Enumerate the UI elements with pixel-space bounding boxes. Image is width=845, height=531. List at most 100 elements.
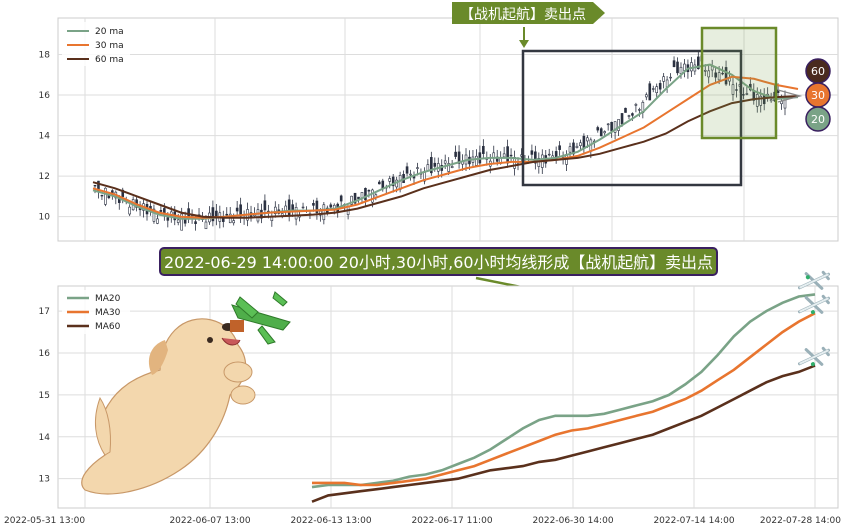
candle-body — [582, 135, 586, 149]
candle-body — [475, 155, 478, 166]
signal-annotation: 【战机起航】卖出点 — [452, 2, 605, 48]
candle-body — [381, 180, 385, 189]
candle-body — [93, 184, 97, 187]
candle-body — [457, 151, 461, 164]
bottom-y-tick-label: 17 — [39, 307, 50, 317]
candle-body — [353, 192, 357, 204]
candle-body — [679, 66, 683, 74]
candle-body — [378, 181, 381, 185]
signal-banner-text: 2022-06-29 14:00:00 20小时,30小时,60小时均线形成【战… — [164, 253, 713, 272]
candle-body — [232, 220, 235, 224]
candle-body — [683, 63, 686, 71]
candle-body — [156, 218, 159, 224]
signal-annotation-label: 【战机起航】卖出点 — [460, 7, 586, 23]
bottom-x-tick-label: 2022-07-28 14:00 — [760, 516, 841, 526]
candle-body — [391, 176, 395, 187]
airplane-icon-middle — [797, 294, 831, 315]
candle-body — [669, 76, 672, 79]
bottom-x-ticks: 2022-05-31 13:00 2022-06-07 13:00 2022-06-… — [4, 516, 841, 526]
candle-body — [443, 160, 447, 164]
candle-body — [454, 151, 457, 157]
candle-body — [256, 209, 260, 222]
candle-body — [648, 83, 652, 101]
candle-body — [291, 204, 294, 211]
candle-body — [586, 137, 589, 142]
candle-body — [159, 209, 163, 212]
candle-body — [152, 208, 156, 222]
badge-20 — [805, 106, 831, 132]
candle-body — [322, 204, 326, 221]
candle-body — [398, 175, 402, 190]
legend-item-ma30: MA30 — [95, 308, 121, 318]
candle-body — [426, 164, 430, 171]
candle-body — [166, 217, 170, 221]
candle-body — [405, 166, 409, 174]
candle-body — [599, 128, 603, 137]
candle-body — [606, 123, 610, 126]
candle-body — [547, 153, 551, 156]
candle-body — [631, 113, 634, 116]
candle-body — [534, 151, 537, 164]
top-y-ticks: 10 12 14 16 18 — [39, 50, 51, 222]
candle-body — [672, 60, 676, 68]
top-y-tick-label: 10 — [39, 213, 51, 223]
candle-body — [714, 72, 717, 78]
candle-body — [697, 56, 700, 70]
airplane-icon-top — [797, 270, 831, 290]
top-y-tick-label: 14 — [39, 132, 51, 142]
ma-badges: 60 30 20 — [777, 58, 831, 132]
candle-body — [204, 221, 208, 230]
zoom-box — [521, 49, 743, 187]
bottom-y-tick-label: 16 — [39, 349, 51, 359]
candle-body — [225, 213, 229, 216]
top-ma-lines — [92, 63, 799, 220]
candle-body — [755, 94, 759, 107]
candle-body — [568, 146, 572, 153]
candle-body — [450, 166, 454, 168]
candle-body — [301, 206, 305, 209]
candle-body — [634, 104, 638, 106]
bottom-x-tick-label: 2022-06-13 13:00 — [290, 516, 371, 526]
legend-item-20ma: 20 ma — [95, 27, 124, 37]
candle-body — [367, 190, 371, 192]
candle-body — [433, 162, 437, 167]
candle-body — [409, 173, 412, 176]
bottom-line-MA60 — [311, 364, 816, 503]
candle-body — [312, 203, 315, 206]
candle-body — [274, 206, 277, 214]
badge-60-label: 60 — [811, 65, 825, 78]
candle-body — [294, 207, 298, 220]
candle-body — [759, 95, 763, 106]
bottom-y-ticks: 13 14 15 16 17 — [39, 307, 51, 485]
candle-body — [731, 84, 735, 95]
candle-body — [655, 86, 659, 94]
candle-body — [447, 163, 450, 172]
candle-body — [610, 121, 613, 132]
bottom-y-tick-label: 15 — [39, 391, 50, 401]
candle-body — [263, 200, 267, 211]
candle-body — [339, 195, 343, 202]
candle-body — [176, 219, 180, 223]
airplane-icon-bottom — [797, 346, 831, 367]
bottom-ma-lines — [311, 293, 816, 503]
top-y-tick-label: 18 — [39, 50, 51, 60]
legend-item-ma20: MA20 — [95, 294, 121, 304]
candle-body — [676, 61, 679, 74]
top-y-tick-label: 12 — [39, 172, 50, 182]
signal-banner: 2022-06-29 14:00:00 20小时,30小时,60小时均线形成【战… — [159, 247, 718, 297]
candle-body — [717, 72, 721, 81]
candle-body — [735, 89, 738, 91]
candle-body — [617, 119, 620, 131]
bottom-legend: MA20 MA30 MA60 — [62, 290, 130, 334]
candle-body — [180, 213, 183, 231]
bottom-x-tick-label: 2022-06-07 13:00 — [169, 516, 250, 526]
bottom-x-tick-label: 2022-07-14 14:00 — [653, 516, 734, 526]
candle-body — [620, 113, 624, 125]
candle-body — [416, 167, 419, 169]
candle-body — [624, 107, 627, 113]
bottom-y-tick-label: 13 — [39, 475, 50, 485]
candle-body — [315, 200, 319, 213]
candle-body — [603, 131, 606, 134]
candle-body — [100, 194, 104, 197]
